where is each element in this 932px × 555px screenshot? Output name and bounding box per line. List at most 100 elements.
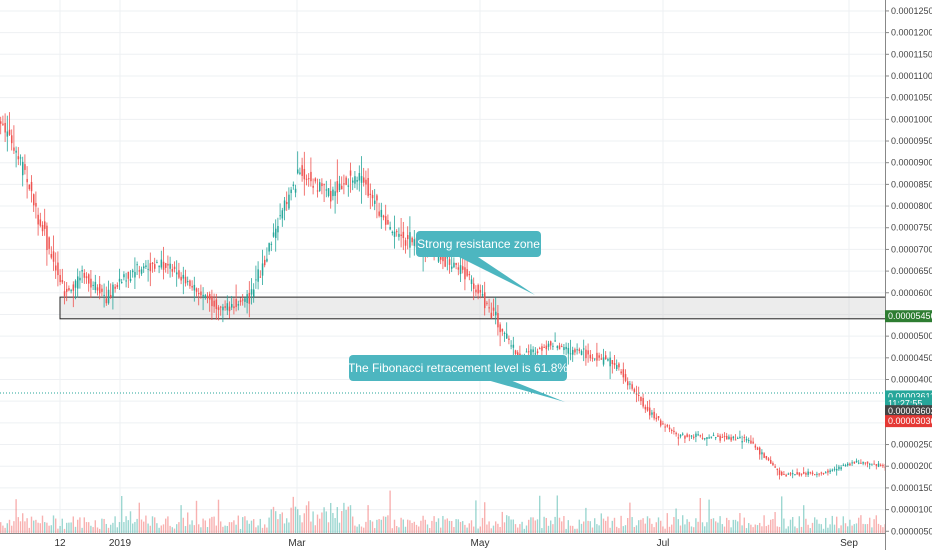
volume-bar bbox=[508, 516, 510, 533]
candle-body bbox=[732, 436, 735, 439]
candle-body bbox=[193, 284, 196, 291]
candle-body bbox=[85, 276, 88, 279]
volume-bar bbox=[715, 521, 717, 533]
candle-body bbox=[30, 181, 33, 192]
candle-body bbox=[770, 460, 772, 464]
candle-body bbox=[297, 169, 299, 174]
candle-body bbox=[807, 471, 809, 475]
volume-bar bbox=[347, 506, 349, 533]
candle-body bbox=[497, 313, 499, 328]
candle-body bbox=[552, 345, 554, 347]
volume-bar bbox=[660, 520, 662, 533]
volume-bar bbox=[805, 518, 807, 533]
candle-body bbox=[796, 472, 798, 475]
volume-bar bbox=[737, 521, 739, 533]
candle-body bbox=[851, 462, 853, 464]
candle-body bbox=[814, 474, 816, 476]
candle-body bbox=[646, 406, 649, 411]
candle-body bbox=[319, 182, 321, 192]
volume-bar bbox=[61, 518, 63, 533]
volume-bar bbox=[745, 528, 748, 533]
candle-body bbox=[479, 289, 482, 293]
volume-bar bbox=[277, 519, 279, 533]
candle-body bbox=[679, 434, 682, 437]
volume-bar bbox=[28, 527, 30, 533]
candle-body bbox=[624, 374, 627, 381]
volume-bar bbox=[228, 522, 231, 533]
volume-bar bbox=[178, 522, 180, 533]
volume-bar bbox=[814, 517, 816, 533]
volume-bar bbox=[149, 525, 151, 533]
volume-bar bbox=[838, 528, 840, 533]
candle-body bbox=[356, 179, 358, 182]
volume-bar bbox=[717, 522, 719, 533]
candle-body bbox=[783, 474, 785, 476]
volume-bar bbox=[165, 518, 167, 533]
candle-body bbox=[644, 406, 647, 410]
candle-body bbox=[118, 278, 121, 282]
volume-bar bbox=[292, 496, 294, 533]
volume-bar bbox=[587, 520, 589, 533]
candle-body bbox=[836, 468, 838, 471]
callout-pointer bbox=[480, 378, 565, 402]
volume-bar bbox=[334, 518, 336, 533]
callout-fibonacci[interactable] bbox=[349, 355, 567, 381]
volume-bar bbox=[567, 520, 569, 533]
volume-bar bbox=[748, 523, 750, 533]
volume-bar bbox=[563, 516, 565, 533]
candle-body bbox=[682, 433, 684, 435]
volume-bar bbox=[675, 508, 677, 533]
volume-bar bbox=[94, 520, 96, 533]
candle-body bbox=[402, 231, 405, 239]
volume-bar bbox=[167, 516, 169, 533]
volume-bar bbox=[4, 527, 6, 533]
callout-fibonacci-text: The Fibonacci retracement level is 61.8% bbox=[348, 361, 568, 375]
candle-body bbox=[849, 463, 851, 466]
candle-body bbox=[24, 164, 26, 170]
candle-body bbox=[334, 191, 336, 196]
candle-body bbox=[121, 282, 123, 284]
volume-bar bbox=[646, 516, 649, 533]
candle-body bbox=[798, 472, 801, 476]
volume-bar bbox=[831, 515, 833, 533]
volume-bar bbox=[869, 517, 871, 533]
candle-body bbox=[840, 467, 842, 470]
candle-body bbox=[446, 257, 449, 259]
volume-bar bbox=[325, 511, 327, 533]
volume-bar bbox=[19, 521, 22, 533]
candle-body bbox=[327, 188, 330, 196]
volume-bar bbox=[664, 528, 666, 533]
price-axis-background[interactable] bbox=[885, 0, 932, 550]
candle-body bbox=[862, 462, 864, 464]
callout-resistance[interactable] bbox=[416, 231, 541, 257]
volume-bar bbox=[457, 519, 459, 533]
candle-body bbox=[853, 461, 856, 464]
volume-bar bbox=[389, 490, 391, 533]
candle-body bbox=[820, 472, 823, 474]
volume-bar bbox=[809, 528, 811, 533]
candle-body bbox=[90, 278, 92, 288]
candle-body bbox=[44, 221, 46, 229]
volume-bar bbox=[572, 525, 574, 533]
volume-bar bbox=[811, 522, 814, 533]
candle-body bbox=[860, 462, 862, 464]
candle-body bbox=[792, 473, 794, 475]
volume-bar bbox=[85, 522, 88, 533]
candle-body bbox=[209, 293, 211, 300]
candle-body bbox=[618, 363, 620, 368]
candle-body bbox=[803, 472, 805, 474]
candle-body bbox=[543, 346, 545, 348]
volume-bar bbox=[286, 518, 288, 533]
volume-bar bbox=[666, 513, 668, 533]
candle-body bbox=[281, 210, 284, 219]
candle-body bbox=[321, 183, 323, 187]
candle-body bbox=[858, 462, 860, 464]
volume-bar bbox=[305, 505, 308, 533]
price-tag-label: 0.00005456 bbox=[888, 311, 932, 321]
candle-body bbox=[838, 466, 840, 470]
